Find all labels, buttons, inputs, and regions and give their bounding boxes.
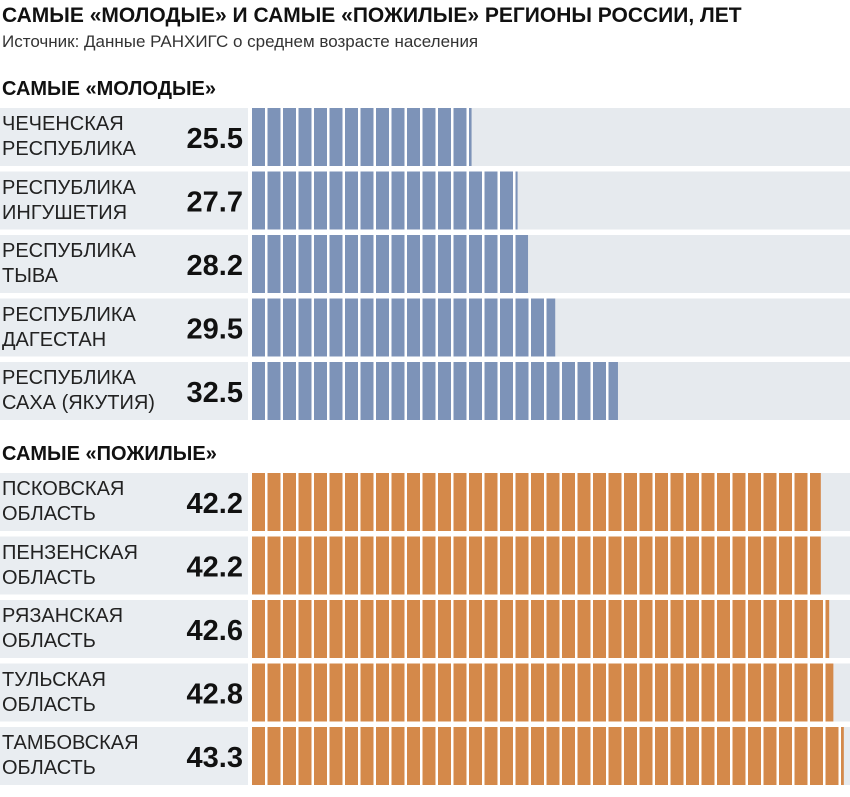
category-label: РЕСПУБЛИКА ИНГУШЕТИЯ [2,176,136,224]
value-label: 28.2 [187,250,243,282]
bar-stripes [252,536,821,595]
section-title: САМЫЕ «МОЛОДЫЕ» [2,78,216,100]
bar-stripes [252,171,518,230]
category-label: ТАМБОВСКАЯ ОБЛАСТЬ [2,732,139,779]
category-label: ЧЕЧЕНСКАЯ РЕСПУБЛИКА [2,113,136,160]
value-label: 32.5 [187,377,243,409]
title: САМЫЕ «МОЛОДЫЕ» И САМЫЕ «ПОЖИЛЫЕ» РЕГИОН… [2,4,742,27]
section-title: САМЫЕ «ПОЖИЛЫЕ» [2,443,217,465]
category-label: ПСКОВСКАЯ ОБЛАСТЬ [2,478,125,525]
category-label: ПЕНЗЕНСКАЯ ОБЛАСТЬ [2,541,138,589]
bar-stripes [252,235,529,293]
category-label: РЕСПУБЛИКА ТЫВА [2,240,136,287]
bar-stripes [252,298,556,357]
bar-stripes [252,362,618,420]
category-label: РЯЗАНСКАЯ ОБЛАСТЬ [2,605,124,652]
value-label: 43.3 [187,742,243,774]
category-label: РЕСПУБЛИКА САХА (ЯКУТИЯ) [2,367,155,414]
value-label: 42.8 [187,679,243,711]
label-background [0,473,248,531]
bar-stripes [252,473,821,531]
label-background [0,235,248,293]
value-label: 42.6 [187,615,243,647]
bar-stripes [252,600,830,658]
category-label: ТУЛЬСКАЯ ОБЛАСТЬ [2,668,106,716]
label-background [0,298,248,357]
bar-stripes [252,108,472,166]
bar-stripes [252,727,844,785]
label-background [0,600,248,658]
label-background [0,108,248,166]
bar-stripes [252,663,834,722]
value-label: 29.5 [187,314,243,346]
label-background [0,171,248,230]
label-background [0,362,248,420]
subtitle: Источник: Данные РАНХИГС о среднем возра… [2,32,479,51]
value-label: 27.7 [187,187,243,219]
category-label: РЕСПУБЛИКА ДАГЕСТАН [2,303,136,351]
label-background [0,536,248,595]
label-background [0,663,248,722]
value-label: 42.2 [187,488,243,520]
value-label: 42.2 [187,552,243,584]
value-label: 25.5 [187,123,243,155]
label-background [0,727,248,785]
